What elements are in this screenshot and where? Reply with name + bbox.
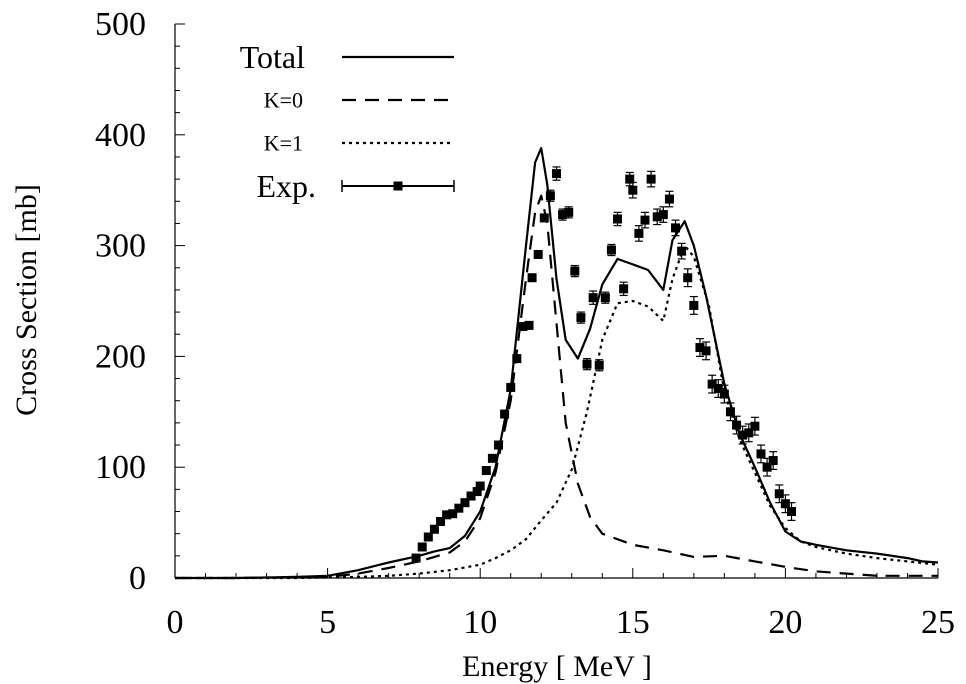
x-tick-label: 10 xyxy=(463,604,497,641)
y-tick-label: 200 xyxy=(95,338,146,375)
exp-data-point xyxy=(594,360,604,370)
exp-data-point xyxy=(423,532,433,542)
exp-data-point xyxy=(677,246,687,256)
exp-data-point xyxy=(411,553,421,563)
exp-data-point xyxy=(683,273,693,283)
series-line-k1 xyxy=(175,244,939,580)
exp-data-point xyxy=(588,293,598,303)
x-tick-label: 0 xyxy=(167,604,184,641)
exp-data-point xyxy=(527,273,537,283)
exp-data-point xyxy=(436,516,446,526)
exp-data-point xyxy=(628,185,638,195)
x-tick-label: 20 xyxy=(768,604,802,641)
exp-data-points xyxy=(411,166,797,563)
exp-data-point xyxy=(664,194,674,204)
exp-data-point xyxy=(787,507,797,517)
exp-data-point xyxy=(429,524,439,534)
curves xyxy=(175,147,939,580)
y-tick-label: 300 xyxy=(95,228,146,265)
exp-data-point xyxy=(750,421,760,431)
exp-data-point xyxy=(512,354,522,364)
exp-data-point xyxy=(481,466,491,476)
exp-data-point xyxy=(518,321,528,331)
legend-swatch-marker xyxy=(393,181,403,191)
exp-data-point xyxy=(652,212,662,222)
exp-data-point xyxy=(506,382,516,392)
exp-data-point xyxy=(738,430,748,440)
exp-data-point xyxy=(460,498,470,508)
exp-data-point xyxy=(545,191,555,201)
y-tick-label: 0 xyxy=(129,560,146,597)
exp-data-point xyxy=(713,384,723,394)
exp-data-point xyxy=(487,453,497,463)
exp-data-point xyxy=(732,420,742,430)
exp-data-point xyxy=(619,284,629,294)
exp-data-point xyxy=(671,223,681,233)
series-line-k0 xyxy=(175,194,938,580)
exp-data-point xyxy=(707,379,717,389)
x-axis-label: Energy [ MeV ] xyxy=(462,650,652,683)
exp-data-point xyxy=(768,456,778,466)
exp-data-point xyxy=(646,174,656,184)
legend: Total K=0 K=1 Exp. xyxy=(240,39,455,204)
exp-data-point xyxy=(600,293,610,303)
x-tick-label: 25 xyxy=(921,604,955,641)
exp-data-point xyxy=(564,207,574,217)
y-tick-label: 100 xyxy=(95,449,146,486)
exp-data-point xyxy=(640,215,650,225)
exp-data-point xyxy=(606,245,616,255)
exp-data-point xyxy=(613,214,623,224)
exp-data-point xyxy=(744,428,754,438)
exp-data-point xyxy=(576,313,586,323)
exp-data-point xyxy=(454,503,464,513)
legend-label: K=1 xyxy=(264,131,303,156)
exp-data-point xyxy=(494,440,504,450)
y-tick-label: 500 xyxy=(95,6,146,43)
exp-data-point xyxy=(472,487,482,497)
legend-label: K=0 xyxy=(264,88,303,113)
exp-data-point xyxy=(500,409,510,419)
exp-data-point xyxy=(552,169,561,179)
exp-data-point xyxy=(719,389,729,399)
exp-data-point xyxy=(533,249,543,259)
exp-data-point xyxy=(442,510,452,520)
legend-label: Total xyxy=(240,39,305,75)
exp-data-point xyxy=(466,491,476,501)
exp-data-point xyxy=(570,266,580,276)
exp-data-point xyxy=(780,499,790,509)
exp-data-point xyxy=(634,228,644,238)
exp-data-point xyxy=(689,300,699,310)
exp-data-point xyxy=(558,210,568,220)
exp-data-point xyxy=(658,210,668,220)
x-tick-label: 5 xyxy=(319,604,336,641)
series-line-total xyxy=(175,147,939,580)
exp-data-point xyxy=(725,407,735,417)
exp-data-point xyxy=(417,542,427,552)
y-axis-label: Cross Section [mb] xyxy=(10,184,43,416)
tick-labels: 0 5 10 15 20 25 0 100 200 300 400 500 xyxy=(95,6,955,641)
exp-data-point xyxy=(625,174,635,184)
exp-data-point xyxy=(448,509,458,519)
exp-data-point xyxy=(701,346,711,356)
legend-label: Exp. xyxy=(256,168,316,204)
exp-data-point xyxy=(524,320,534,330)
exp-data-point xyxy=(756,449,766,459)
exp-data-point xyxy=(762,462,772,472)
exp-data-point xyxy=(582,359,592,369)
x-tick-label: 15 xyxy=(616,604,650,641)
exp-data-point xyxy=(539,213,549,223)
exp-data-point xyxy=(695,343,705,353)
exp-data-point xyxy=(475,481,485,491)
y-tick-label: 400 xyxy=(95,117,146,154)
exp-data-point xyxy=(774,489,784,499)
